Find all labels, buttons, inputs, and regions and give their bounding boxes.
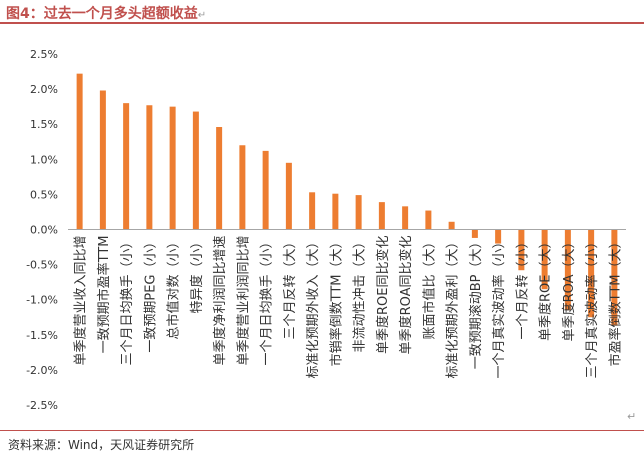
y-tick-label: -0.5% bbox=[26, 259, 58, 272]
figure-title: 图4：过去一个月多头超额收益↵ bbox=[6, 3, 206, 23]
bar bbox=[425, 210, 432, 230]
y-tick-label: -1.0% bbox=[26, 294, 58, 307]
title-bar: 图4：过去一个月多头超额收益↵ bbox=[0, 0, 644, 24]
category-label: 标准化预期外盈利（大） bbox=[446, 236, 461, 379]
category-label: 账面市值比（大） bbox=[421, 236, 437, 340]
bar bbox=[611, 229, 618, 326]
category-label: 单季度ROE同比变化 bbox=[375, 236, 391, 354]
category-label: 市盈率倒数TTM（大） bbox=[607, 236, 623, 367]
footer-divider bbox=[0, 430, 644, 431]
bar bbox=[192, 111, 199, 230]
bar bbox=[309, 192, 316, 230]
bar bbox=[332, 193, 339, 230]
category-label: 市销率倒数TTM（大） bbox=[328, 236, 344, 367]
bar bbox=[541, 229, 548, 290]
y-tick-label: -2.5% bbox=[26, 399, 58, 412]
y-tick-label: 0.0% bbox=[30, 224, 58, 237]
category-label: 三个月日均换手（小） bbox=[120, 236, 135, 366]
bar bbox=[262, 150, 269, 230]
y-tick-label: 2.5% bbox=[30, 48, 58, 61]
y-tick-label: -2.0% bbox=[26, 364, 58, 377]
bar bbox=[123, 103, 130, 230]
bar bbox=[471, 229, 478, 238]
category-label: 三个月真实波动率（小） bbox=[584, 236, 600, 379]
bar bbox=[588, 229, 595, 318]
bar bbox=[146, 105, 153, 230]
bar bbox=[99, 90, 106, 230]
category-label: 单季度营业利润同比增 bbox=[235, 236, 251, 366]
bar bbox=[495, 229, 502, 244]
category-label: 一致预期滚动BP（大） bbox=[468, 236, 484, 370]
bar bbox=[355, 195, 362, 230]
bar bbox=[402, 206, 409, 230]
bar bbox=[76, 73, 83, 230]
y-tick-label: 0.5% bbox=[30, 188, 58, 201]
category-label: 一个月真实波动率（小） bbox=[491, 236, 507, 379]
title-return-mark: ↵ bbox=[197, 10, 207, 21]
side-return-mark: ↵ bbox=[627, 410, 637, 423]
bar bbox=[564, 229, 571, 311]
category-label: 特异度（小） bbox=[189, 236, 205, 314]
bar bbox=[518, 229, 525, 271]
y-tick-label: 2.0% bbox=[30, 83, 58, 96]
category-label: 单季度ROA同比变化 bbox=[398, 236, 414, 355]
bar bbox=[239, 145, 246, 230]
bar bbox=[169, 106, 176, 230]
bar bbox=[216, 127, 223, 230]
category-label: 三个月反转（大） bbox=[283, 236, 298, 340]
category-label: 非流动性冲击（大） bbox=[353, 236, 368, 353]
category-label: 总市值对数（小） bbox=[166, 236, 182, 340]
category-label: 一个月日均换手（小） bbox=[260, 236, 275, 366]
source-note: 资料来源：Wind，天风证券研究所 bbox=[8, 438, 195, 452]
category-label: 一致预期市盈率TTM bbox=[96, 236, 112, 354]
bar bbox=[378, 202, 385, 230]
figure-title-text: 图4：过去一个月多头超额收益 bbox=[6, 6, 198, 22]
category-label: 单季度净利润同比增速 bbox=[212, 236, 228, 366]
y-tick-label: 1.5% bbox=[30, 118, 58, 131]
category-label: 一个月反转（小） bbox=[515, 236, 530, 340]
y-tick-label: -1.5% bbox=[26, 329, 58, 342]
y-tick-label: 1.0% bbox=[30, 153, 58, 166]
category-label: 标准化预期外收入（大） bbox=[306, 236, 321, 379]
category-label: 一致预期PEG（小） bbox=[143, 236, 158, 353]
excess-return-bar-chart: 2.5% 2.0% 1.5% 1.0% 0.5% 0.0% -0.5% -1.0% -1.5% -… bbox=[26, 48, 626, 412]
bar bbox=[285, 162, 292, 230]
category-label: 单季度ROE（大） bbox=[538, 236, 554, 341]
category-label: 单季度营业收入同比增 bbox=[73, 236, 89, 366]
bar bbox=[448, 221, 455, 230]
category-label: 单季度ROA（大） bbox=[561, 236, 577, 342]
